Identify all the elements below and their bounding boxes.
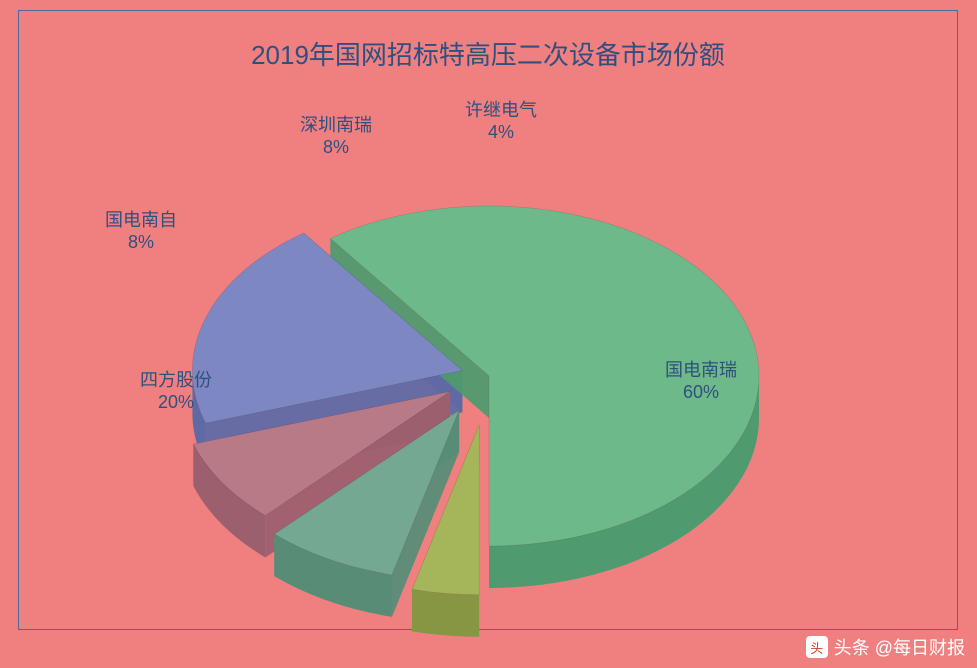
pie-slice-side <box>412 589 479 636</box>
slice-label-name: 四方股份 <box>140 370 212 390</box>
pie-chart: 国电南瑞60%四方股份20%国电南自8%深圳南瑞8%许继电气4% <box>1 1 977 668</box>
chart-card: 2019年国网招标特高压二次设备市场份额 国电南瑞60%四方股份20%国电南自8… <box>18 10 958 630</box>
slice-label-percent: 8% <box>128 232 154 252</box>
watermark: 头 头条 @每日财报 <box>806 634 965 660</box>
slice-label-percent: 4% <box>488 122 514 142</box>
slice-label-percent: 60% <box>683 382 719 402</box>
slice-label-name: 国电南自 <box>105 210 177 230</box>
slice-label-name: 国电南瑞 <box>665 360 737 380</box>
watermark-logo-text: 头 <box>810 638 823 657</box>
slice-label-name: 许继电气 <box>465 100 537 120</box>
watermark-logo-icon: 头 <box>806 636 828 658</box>
watermark-text: 头条 @每日财报 <box>834 634 965 660</box>
figure-root: 2019年国网招标特高压二次设备市场份额 国电南瑞60%四方股份20%国电南自8… <box>0 0 977 668</box>
slice-label-percent: 20% <box>158 392 194 412</box>
slice-label-name: 深圳南瑞 <box>300 115 372 135</box>
slice-label-percent: 8% <box>323 137 349 157</box>
